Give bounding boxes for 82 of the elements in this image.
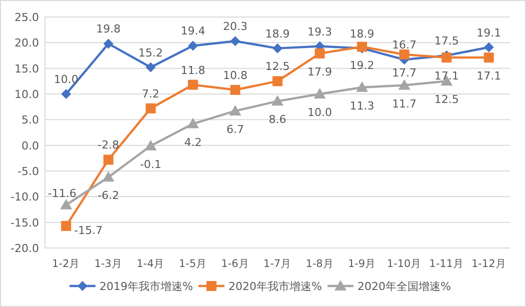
- data-label: 4.2: [184, 136, 202, 149]
- point: [272, 76, 282, 86]
- x-tick-label: 1-2月: [52, 258, 80, 270]
- point: [398, 79, 410, 90]
- x-tick-label: 1-4月: [136, 258, 165, 270]
- y-tick-label: 0.0: [22, 139, 39, 152]
- data-label: -11.6: [48, 186, 76, 200]
- data-label: -2.8: [98, 138, 120, 152]
- data-label: 18.9: [350, 27, 374, 40]
- legend-label: 2019年我市增速%: [100, 280, 193, 293]
- x-tick-label: 1-6月: [221, 258, 250, 270]
- y-tick-label: -20.0: [10, 242, 39, 255]
- point: [230, 36, 240, 46]
- data-label: -6.2: [98, 189, 120, 202]
- data-label: 19.2: [350, 58, 374, 72]
- legend-label: 2020年我市增速%: [228, 280, 322, 293]
- data-label: 19.1: [476, 26, 502, 40]
- data-label: 11.7: [392, 97, 417, 110]
- x-tick-label: 1-11月: [429, 258, 464, 270]
- x-tick-label: 1-7月: [263, 258, 292, 270]
- point: [230, 84, 240, 95]
- y-tick-label: 5.0: [22, 114, 39, 127]
- data-label: -0.1: [140, 158, 162, 171]
- data-label: 16.7: [392, 38, 417, 52]
- point: [102, 171, 114, 182]
- y-tick-label: -15.0: [10, 216, 39, 230]
- point: [484, 42, 494, 52]
- point: [229, 104, 242, 116]
- point: [188, 40, 198, 51]
- y-tick-label: -5.0: [18, 165, 39, 178]
- data-label: 15.2: [138, 46, 163, 60]
- point: [61, 220, 72, 231]
- data-label: 17.1: [434, 70, 459, 83]
- data-label: 17.7: [392, 66, 417, 80]
- point: [144, 140, 157, 150]
- data-label: 10.0: [308, 106, 332, 119]
- point: [60, 198, 72, 210]
- point: [272, 95, 284, 106]
- point: [103, 154, 114, 165]
- x-tick-label: 1-8月: [306, 258, 334, 270]
- y-tick-label: -10.0: [10, 190, 39, 204]
- data-label: -15.7: [74, 224, 103, 237]
- point: [103, 38, 114, 49]
- point: [146, 62, 156, 72]
- point: [484, 52, 494, 63]
- point: [356, 81, 368, 92]
- point: [272, 43, 282, 54]
- point: [314, 88, 326, 98]
- point: [399, 49, 410, 60]
- data-label: 19.4: [180, 24, 206, 38]
- y-tick-label: 25.0: [14, 11, 39, 24]
- point: [188, 80, 198, 90]
- x-tick-label: 1-3月: [94, 258, 122, 270]
- point: [61, 89, 72, 99]
- data-label: 20.3: [222, 20, 248, 34]
- data-label: 10.0: [54, 73, 78, 86]
- x-tick-label: 1-12月: [471, 258, 506, 270]
- y-tick-label: 15.0: [14, 62, 39, 76]
- x-tick-label: 1-5月: [178, 258, 208, 270]
- data-label: 12.5: [265, 60, 290, 74]
- point: [442, 52, 452, 63]
- data-label: 19.8: [96, 22, 121, 36]
- data-label: 10.8: [222, 68, 248, 82]
- point: [186, 118, 199, 128]
- point: [146, 103, 156, 114]
- x-tick-label: 1-9月: [348, 258, 376, 270]
- data-label: 18.9: [265, 27, 290, 40]
- point: [314, 48, 325, 58]
- data-label: 8.6: [268, 113, 286, 126]
- legend-label: 2020年全国增速%: [358, 280, 451, 293]
- data-label: 17.1: [476, 70, 502, 83]
- data-label: 17.9: [308, 65, 332, 78]
- data-label: 19.3: [308, 25, 332, 38]
- data-label: 7.2: [142, 87, 160, 100]
- y-tick-label: 10.0: [14, 88, 39, 101]
- data-label: 17.5: [434, 34, 459, 48]
- x-tick-label: 1-10月: [386, 258, 422, 270]
- data-label: 11.3: [350, 99, 374, 112]
- data-label: 11.8: [180, 64, 206, 77]
- data-label: 6.7: [226, 122, 244, 136]
- y-tick-label: 20.0: [14, 36, 39, 50]
- data-label: 12.5: [434, 93, 459, 106]
